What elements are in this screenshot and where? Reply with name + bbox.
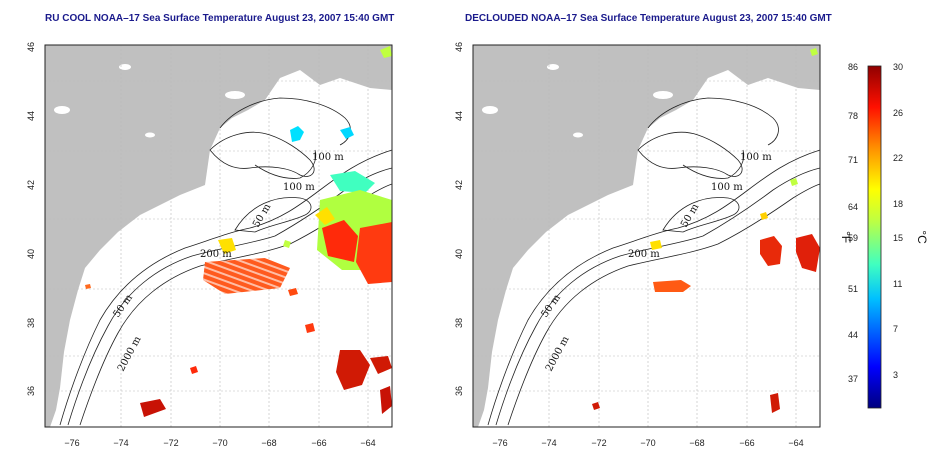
right-y-tick: 38 — [454, 318, 464, 328]
right-contour-label-2: 100 m — [711, 182, 743, 193]
celsius-tick: 7 — [893, 324, 898, 334]
left-x-tick: −76 — [64, 438, 79, 448]
left-contour-label-4: 200 m — [200, 249, 232, 260]
fahrenheit-tick: 71 — [848, 155, 858, 165]
right-land — [473, 45, 820, 427]
left-x-tick: −72 — [163, 438, 178, 448]
fahrenheit-tick: 51 — [848, 284, 858, 294]
right-x-tick: −76 — [492, 438, 507, 448]
right-bathymetry-contours — [487, 97, 821, 426]
celsius-tick: 3 — [893, 370, 898, 380]
colorbar-celsius-ticks: 30 26 22 18 15 11 7 3 — [893, 62, 903, 380]
right-x-tick: −68 — [689, 438, 704, 448]
celsius-tick: 15 — [893, 233, 903, 243]
left-contour-label-1: 100 m — [312, 152, 344, 163]
fahrenheit-unit-label: °F — [839, 231, 853, 243]
right-panel-title: DECLOUDED NOAA–17 Sea Surface Temperatur… — [465, 13, 832, 24]
left-y-tick: 44 — [26, 111, 36, 121]
left-x-tick: −70 — [212, 438, 227, 448]
right-y-tick: 44 — [454, 111, 464, 121]
left-x-tick: −66 — [311, 438, 326, 448]
right-contour-label-1: 100 m — [740, 152, 772, 163]
celsius-tick: 22 — [893, 153, 903, 163]
right-sst-patches — [592, 48, 820, 413]
fahrenheit-tick: 59 — [848, 233, 858, 243]
left-grid — [45, 45, 392, 427]
celsius-tick: 18 — [893, 199, 903, 209]
left-y-tick: 36 — [26, 386, 36, 396]
left-x-tick: −74 — [113, 438, 128, 448]
celsius-unit-label: °C — [915, 230, 929, 244]
left-y-tick: 42 — [26, 180, 36, 190]
fahrenheit-tick: 78 — [848, 111, 858, 121]
right-map-panel: 100 m 100 m 50 m 200 m 50 m 2000 m — [472, 44, 821, 428]
right-y-ticks: 36 38 40 42 44 46 — [454, 42, 464, 396]
right-x-tick: −64 — [788, 438, 803, 448]
left-x-tick: −68 — [261, 438, 276, 448]
left-y-tick: 40 — [26, 249, 36, 259]
left-contour-label-2: 100 m — [283, 182, 315, 193]
right-x-tick: −70 — [640, 438, 655, 448]
fahrenheit-tick: 64 — [848, 202, 858, 212]
fahrenheit-tick: 44 — [848, 330, 858, 340]
left-y-ticks: 36 38 40 42 44 46 — [26, 42, 36, 396]
left-x-ticks: −76 −74 −72 −70 −68 −66 −64 — [64, 438, 375, 448]
right-x-tick: −72 — [591, 438, 606, 448]
left-sst-patches — [85, 46, 392, 417]
right-y-tick: 36 — [454, 386, 464, 396]
celsius-tick: 26 — [893, 108, 903, 118]
left-y-tick: 38 — [26, 318, 36, 328]
right-y-tick: 40 — [454, 249, 464, 259]
right-map-frame — [472, 44, 821, 428]
left-x-tick: −64 — [360, 438, 375, 448]
right-x-tick: −74 — [541, 438, 556, 448]
left-map-frame — [44, 44, 393, 428]
left-land — [45, 45, 392, 427]
left-map-panel: 100 m 100 m 50 m 200 m 50 m 2000 m — [44, 44, 393, 428]
celsius-tick: 11 — [893, 279, 902, 289]
left-panel-title: RU COOL NOAA–17 Sea Surface Temperature … — [45, 13, 394, 24]
colorbar: 86 78 71 64 59 51 44 37 30 26 22 18 15 1… — [839, 62, 929, 409]
right-x-tick: −66 — [739, 438, 754, 448]
right-y-tick: 42 — [454, 180, 464, 190]
right-contour-label-4: 200 m — [628, 249, 660, 260]
right-y-tick: 46 — [454, 42, 464, 52]
colorbar-fahrenheit-ticks: 86 78 71 64 59 51 44 37 — [848, 62, 858, 384]
left-y-tick: 46 — [26, 42, 36, 52]
fahrenheit-tick: 37 — [848, 374, 858, 384]
colorbar-gradient — [867, 65, 882, 409]
right-x-ticks: −76 −74 −72 −70 −68 −66 −64 — [492, 438, 803, 448]
fahrenheit-tick: 86 — [848, 62, 858, 72]
celsius-tick: 30 — [893, 62, 903, 72]
